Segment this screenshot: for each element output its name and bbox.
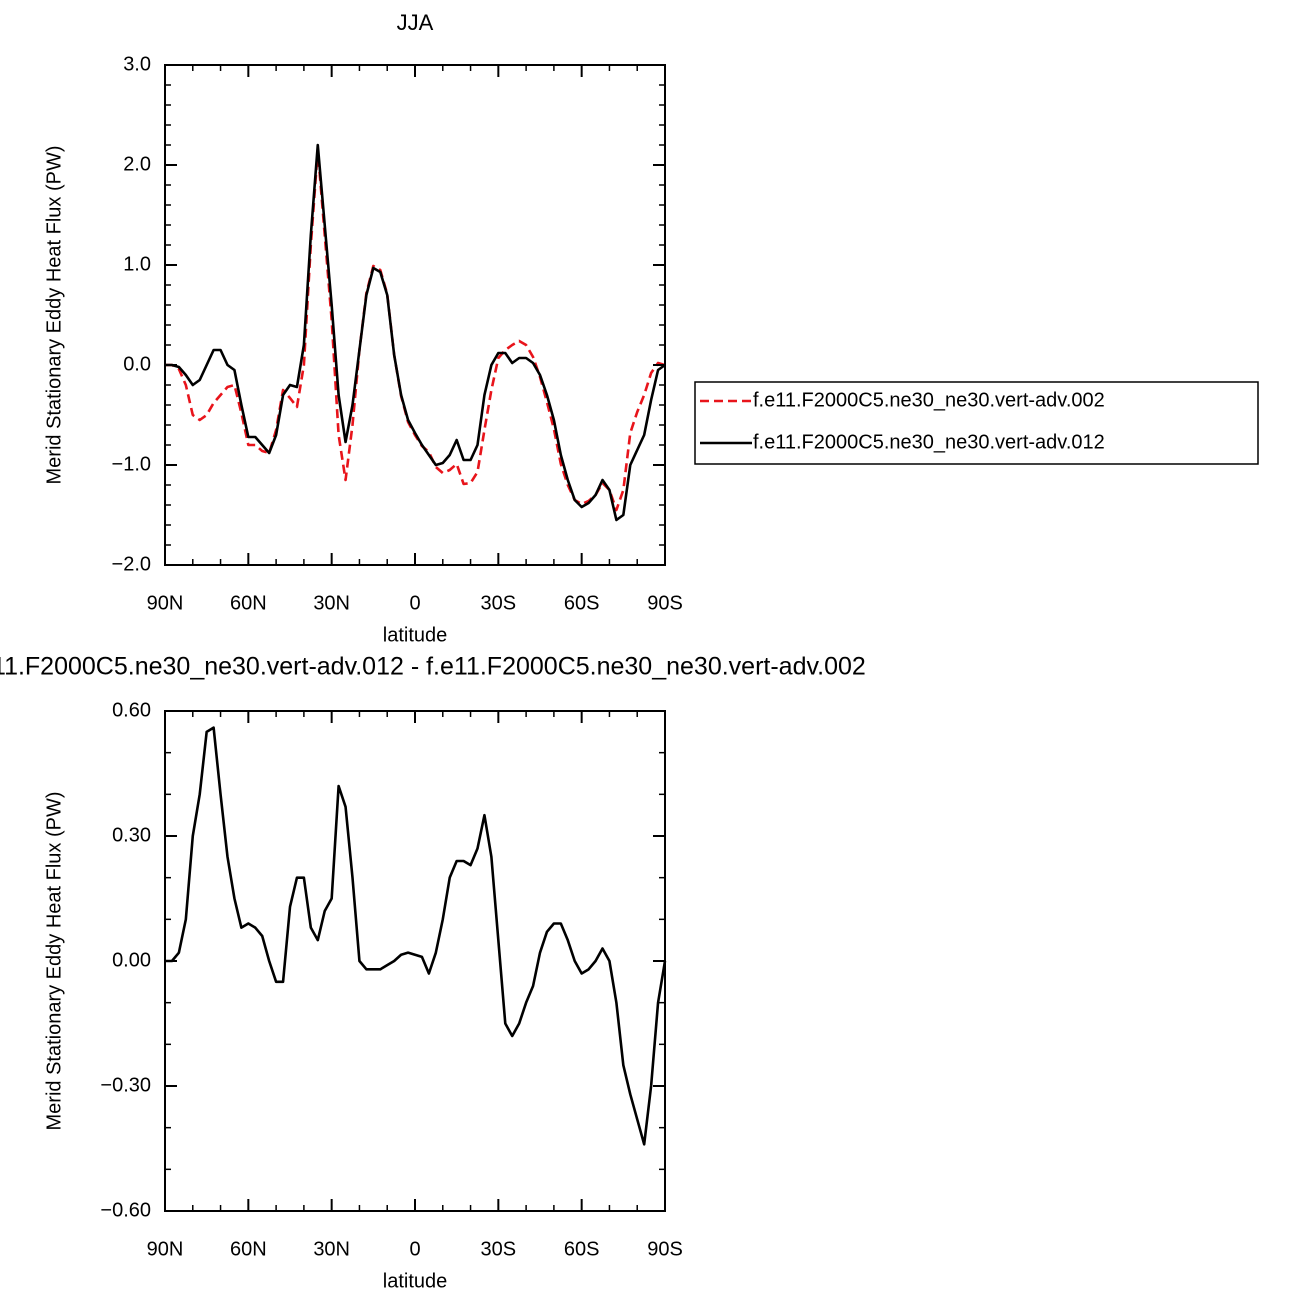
legend-label: f.e11.F2000C5.ne30_ne30.vert-adv.012 [753, 431, 1105, 453]
y-tick-label: 2.0 [123, 153, 151, 175]
y-tick-label: 0.60 [112, 699, 151, 721]
legend-label: f.e11.F2000C5.ne30_ne30.vert-adv.002 [753, 389, 1105, 411]
x-tick-label: 30N [313, 592, 350, 614]
x-tick-label: 30N [313, 1238, 350, 1260]
x-tick-label: 60S [564, 1238, 600, 1260]
x-axis-label: latitude [383, 624, 448, 646]
x-tick-label: 90S [647, 592, 683, 614]
y-tick-label: 0.30 [112, 824, 151, 846]
chart-title: JJA [397, 10, 434, 35]
y-tick-label: 0.00 [112, 949, 151, 971]
data-line [165, 726, 667, 1146]
x-tick-label: 30S [481, 1238, 517, 1260]
x-axis-label: latitude [383, 1270, 448, 1292]
y-axis-label: Merid Stationary Eddy Heat Flux (PW) [43, 792, 65, 1131]
x-tick-label: 0 [409, 1238, 420, 1260]
x-tick-label: 30S [481, 592, 517, 614]
y-tick-label: −0.60 [100, 1199, 151, 1221]
data-line [165, 148, 666, 512]
x-tick-label: 90S [647, 1238, 683, 1260]
x-tick-label: 60N [230, 592, 267, 614]
y-tick-label: 1.0 [123, 253, 151, 275]
x-tick-label: 0 [409, 592, 420, 614]
plot-frame [164, 710, 666, 1212]
x-tick-label: 90N [147, 592, 184, 614]
y-tick-label: −0.30 [100, 1074, 151, 1096]
x-tick-label: 60S [564, 592, 600, 614]
y-axis-label: Merid Stationary Eddy Heat Flux (PW) [43, 146, 65, 485]
data-line [165, 143, 666, 522]
x-tick-label: 90N [147, 1238, 184, 1260]
y-tick-label: 3.0 [123, 53, 151, 75]
x-tick-label: 60N [230, 1238, 267, 1260]
y-tick-label: −1.0 [112, 453, 151, 475]
plot-frame [164, 64, 666, 566]
legend-box [694, 381, 1259, 465]
y-tick-label: −2.0 [112, 553, 151, 575]
chart-title: f.e11.F2000C5.ne30_ne30.vert-adv.012 - f… [0, 653, 866, 681]
y-tick-label: 0.0 [123, 353, 151, 375]
